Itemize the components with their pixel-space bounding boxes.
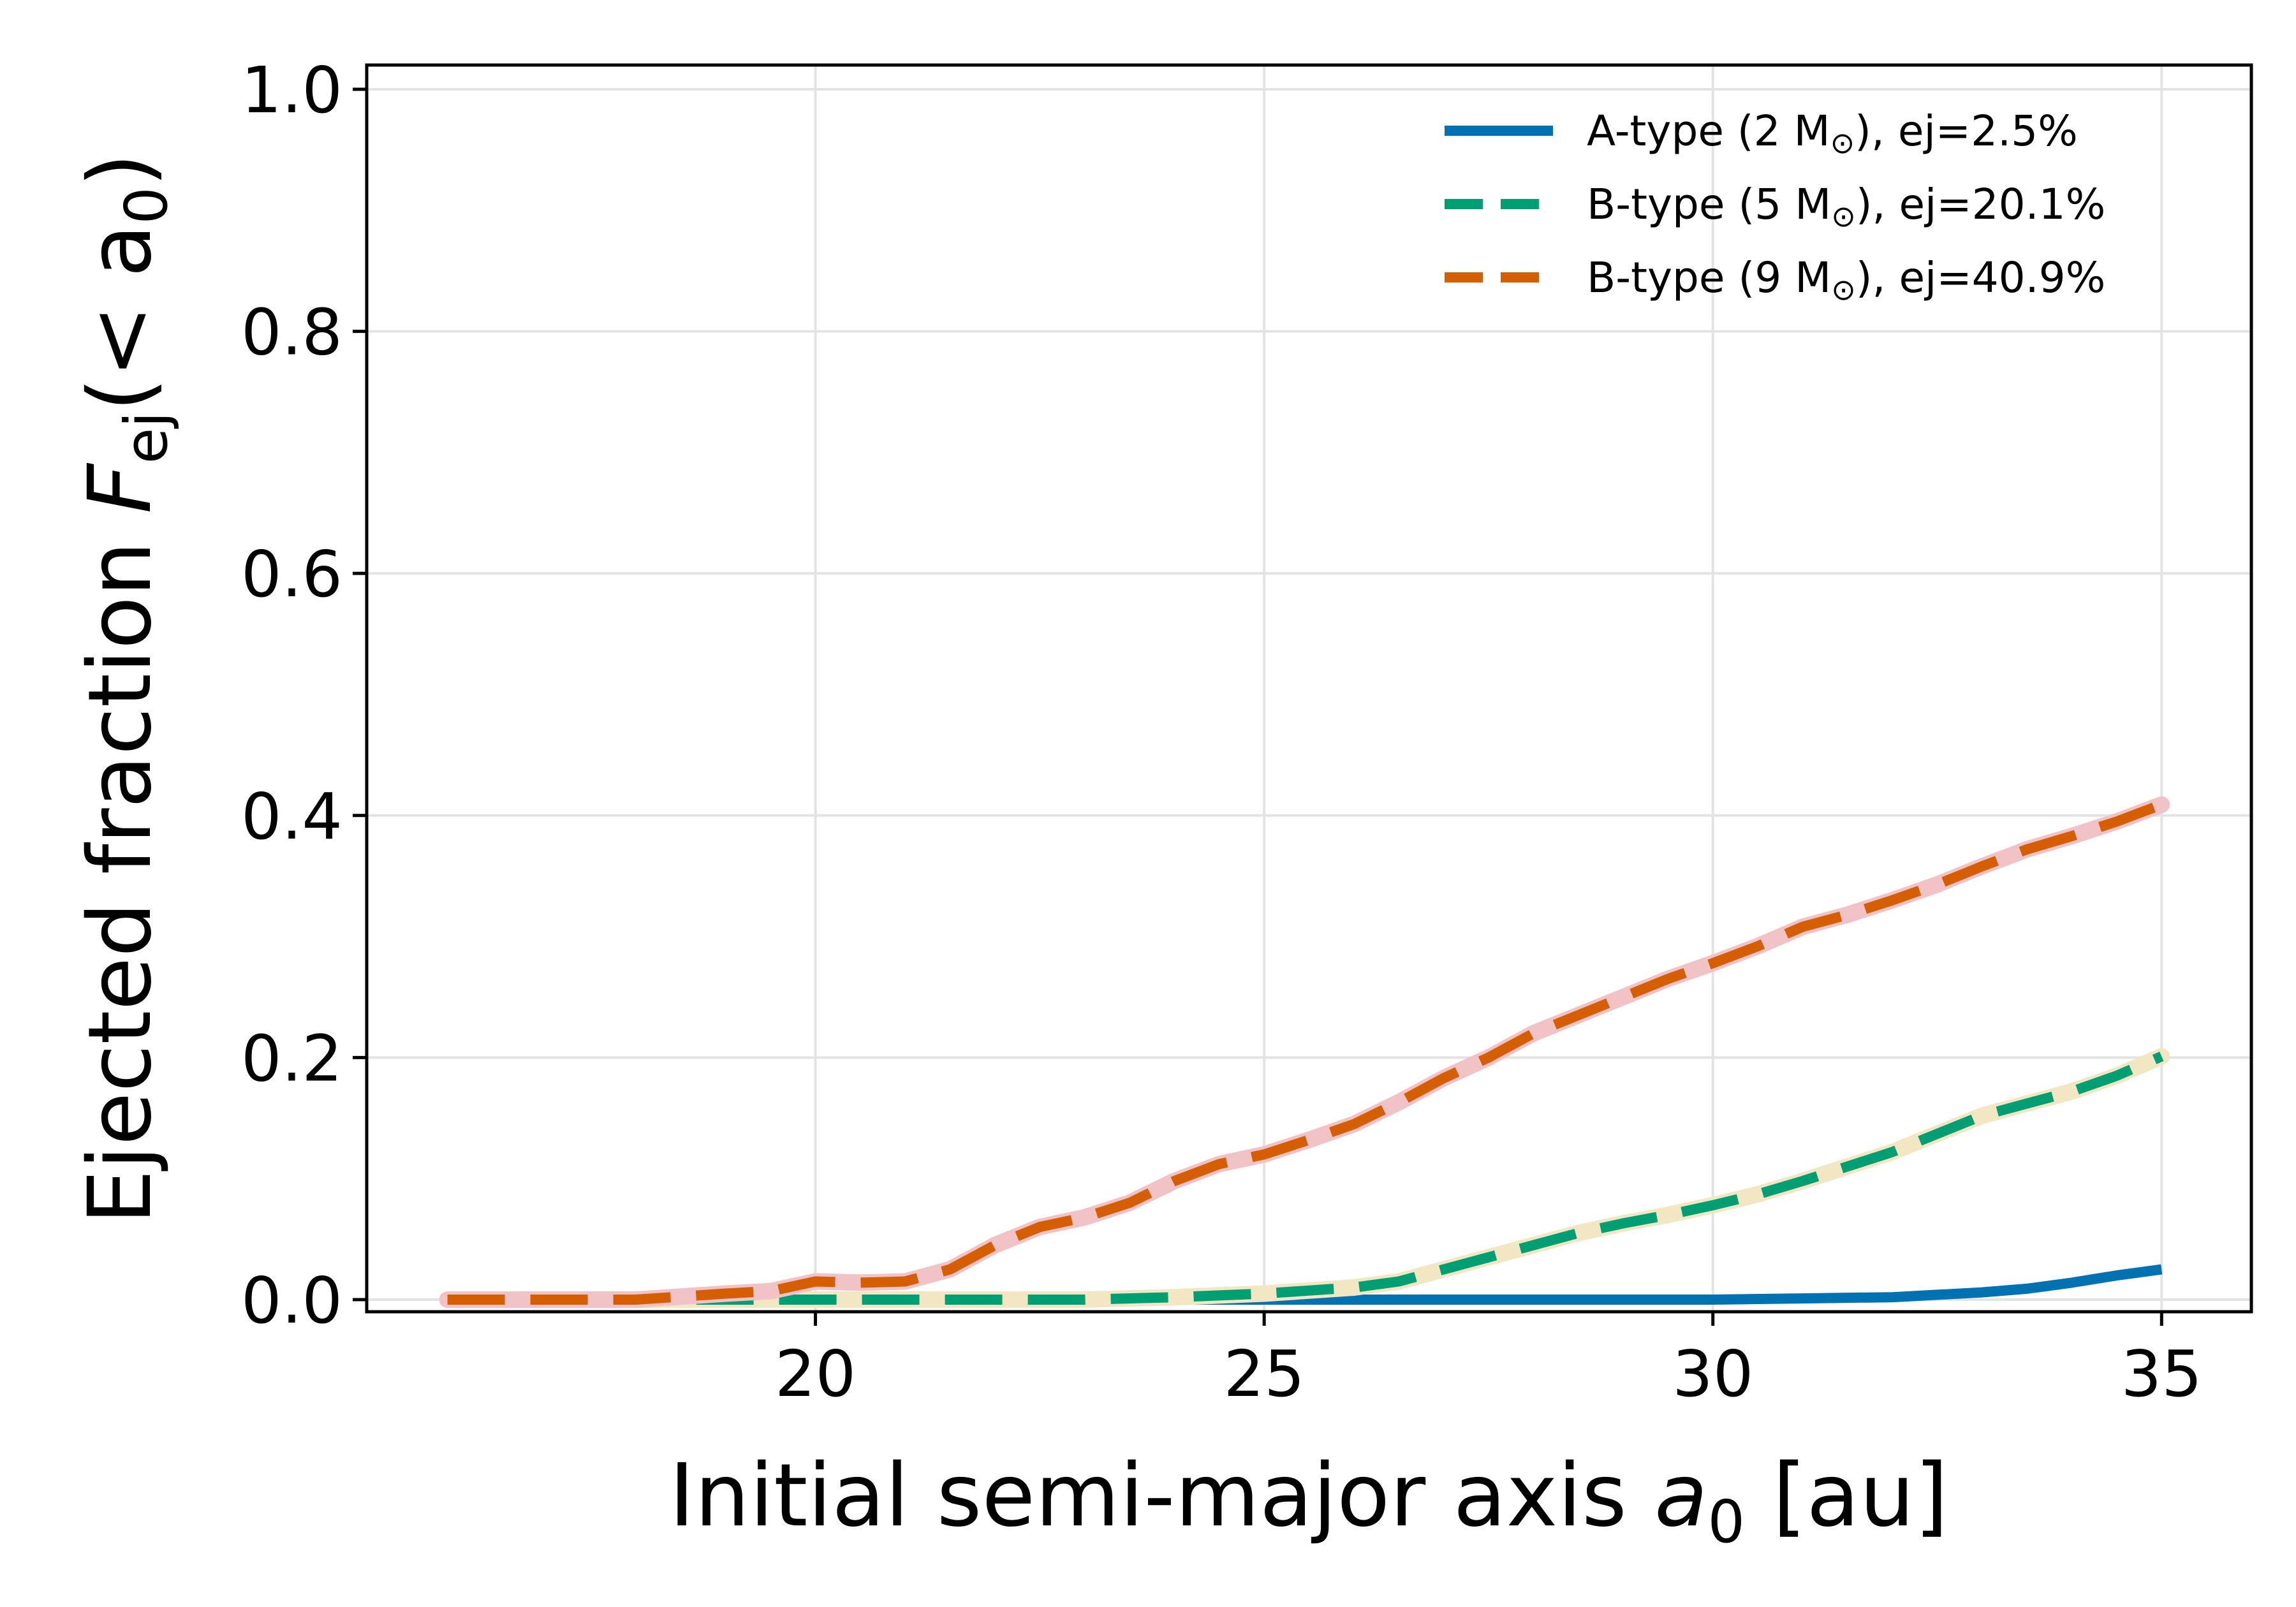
x-tick-label: 30 [1672, 1337, 1753, 1411]
series-2-line [447, 1052, 2164, 1305]
x-tick-label: 20 [775, 1337, 856, 1411]
x-tick-label: 25 [1224, 1337, 1305, 1411]
y-tick-label: 0.0 [241, 1263, 342, 1338]
y-tick-label: 0.4 [241, 779, 342, 854]
y-tick-label: 0.6 [241, 537, 342, 612]
series-2-legend-label: B-type (5 M⊙), ej=20.1% [1587, 180, 2105, 233]
plot-frame [365, 63, 2253, 1314]
ticks: 20 25 30 35 0.0 0.2 0.4 0.6 0.8 1.0 [241, 53, 2202, 1411]
series-group [439, 796, 2170, 1308]
series-3-line [447, 800, 2164, 1305]
x-tick-label: 35 [2121, 1337, 2202, 1411]
series-1-legend-label: A-type (2 M⊙), ej=2.5% [1587, 106, 2078, 160]
y-tick-label: 0.2 [241, 1021, 342, 1096]
y-axis-label: Ejected fraction Fej(< a0) [70, 153, 180, 1224]
legend: A-type (2 M⊙), ej=2.5% B-type (5 M⊙), ej=… [1445, 106, 2105, 307]
x-axis-label: Initial semi-major axis a0 [au] [669, 1446, 1948, 1556]
y-tick-label: 1.0 [241, 53, 342, 128]
y-tick-label: 0.8 [241, 295, 342, 370]
series-3-legend-label: B-type (9 M⊙), ej=40.9% [1587, 253, 2105, 307]
